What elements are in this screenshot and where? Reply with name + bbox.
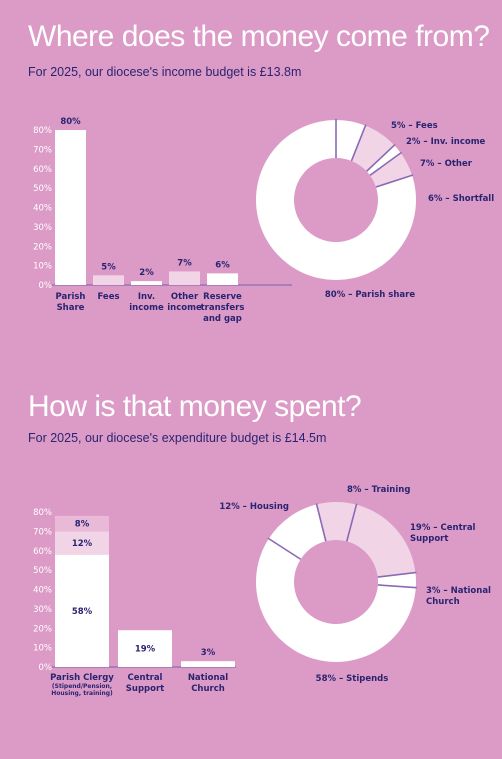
income-donut-slice-label: 5% – Fees	[391, 121, 438, 131]
income-ytick-label: 40%	[33, 204, 52, 214]
income-donut-divider	[366, 143, 396, 172]
income-donut-slice	[256, 120, 416, 280]
expenditure-donut-divider	[377, 584, 417, 589]
expenditure-ytick-label: 40%	[33, 586, 52, 596]
expenditure-title: How is that money spent?	[28, 390, 362, 423]
income-ytick-label: 20%	[33, 242, 52, 252]
income-title: Where does the money come from?	[28, 20, 490, 53]
expenditure-donut-divider	[267, 537, 302, 560]
income-ytick-label: 10%	[33, 262, 52, 272]
income-category-label: Fees	[97, 292, 119, 302]
expenditure-donut-slice	[256, 538, 416, 662]
income-category-label: Inv.	[138, 292, 155, 302]
expenditure-donut-slice-label: 8% – Training	[347, 485, 410, 495]
expenditure-donut-divider	[345, 503, 358, 542]
expenditure-bar-segment	[55, 554, 109, 667]
expenditure-bar-chart: 0% 10% 20% 30% 40% 50% 60% 70% 80% 58% 12% 8% Parish…	[33, 508, 236, 697]
income-subtitle: For 2025, our diocese's income budget is…	[28, 65, 302, 79]
income-bar	[55, 130, 86, 285]
expenditure-ytick-label: 50%	[33, 566, 52, 576]
income-donut-divider	[369, 151, 403, 176]
expenditure-category-note: Housing, training)	[51, 690, 113, 697]
income-bar-value-label: 5%	[101, 262, 116, 272]
income-ytick-label: 80%	[33, 126, 52, 136]
expenditure-donut-slice	[316, 502, 357, 542]
expenditure-category-label: National	[188, 673, 228, 683]
income-donut-slice	[336, 120, 366, 161]
income-ytick-label: 30%	[33, 223, 52, 233]
income-donut-slice	[366, 145, 401, 176]
income-bar-value-label: 80%	[60, 117, 81, 127]
income-donut-slice	[351, 125, 395, 172]
income-bar-chart: 0% 10% 20% 30% 40% 50% 60% 70% 80% 80% ParishShare…	[33, 117, 292, 324]
income-bar-value-label: 6%	[215, 260, 230, 270]
expenditure-category-note: (Stipend/Pension,	[52, 683, 112, 690]
income-category-label: Parish	[56, 292, 86, 302]
expenditure-bar-segment	[55, 531, 109, 555]
income-category-label: Reserve	[203, 292, 242, 302]
income-donut-divider	[375, 174, 414, 188]
income-donut-slice-label: 2% – Inv. income	[406, 137, 486, 147]
expenditure-category-label: Central	[128, 673, 163, 683]
expenditure-donut-divider	[315, 503, 327, 542]
expenditure-ytick-label: 0%	[39, 663, 53, 673]
income-donut-slice-label: 7% – Other	[420, 159, 473, 169]
income-category-label: and gap	[203, 314, 242, 324]
expenditure-donut-slice-label: 3% – National	[426, 586, 491, 596]
expenditure-ytick-label: 60%	[33, 547, 52, 557]
expenditure-category-label: Support	[126, 684, 164, 694]
expenditure-ytick-label: 30%	[33, 605, 52, 615]
income-donut-slice-label: 6% – Shortfall	[428, 194, 494, 204]
income-donut-slice-label: 80% – Parish share	[325, 290, 415, 300]
expenditure-bar-value-label: 8%	[75, 520, 90, 530]
expenditure-ytick-label: 80%	[33, 508, 52, 518]
income-bar	[131, 281, 162, 285]
expenditure-bar-segment	[118, 630, 172, 667]
expenditure-category-label: Church	[191, 684, 225, 694]
income-ytick-label: 70%	[33, 145, 52, 155]
expenditure-donut-divider	[377, 571, 417, 578]
income-ytick-label: 0%	[39, 281, 53, 291]
expenditure-bar-value-label: 19%	[135, 645, 156, 655]
expenditure-bar-segment	[55, 515, 109, 532]
expenditure-donut-slice-label: 58% – Stipends	[316, 674, 389, 684]
income-donut-divider	[350, 124, 367, 162]
expenditure-ytick-label: 20%	[33, 624, 52, 634]
expenditure-ytick-label: 70%	[33, 527, 52, 537]
income-bar-value-label: 2%	[139, 268, 154, 278]
expenditure-donut-slice-label: 12% – Housing	[220, 502, 289, 512]
income-bar-value-label: 7%	[177, 258, 192, 268]
expenditure-ytick-label: 10%	[33, 644, 52, 654]
income-bar	[169, 271, 200, 285]
expenditure-donut-slice	[346, 504, 416, 578]
expenditure-subtitle: For 2025, our diocese's expenditure budg…	[28, 431, 327, 445]
income-category-label: transfers	[201, 303, 245, 313]
expenditure-donut-slice	[268, 504, 326, 560]
income-ytick-label: 60%	[33, 165, 52, 175]
expenditure-donut-chart: 58% – Stipends 12% – Housing 8% – Training…	[220, 485, 491, 684]
income-category-label: Other	[171, 292, 199, 302]
income-category-label: income	[129, 303, 164, 313]
expenditure-donut-slice-label: 19% – Central	[410, 523, 476, 533]
expenditure-category-label: Parish Clergy	[50, 673, 114, 683]
expenditure-bar-segment	[181, 661, 235, 667]
expenditure-bar-value-label: 12%	[72, 539, 93, 549]
expenditure-donut-slice-label: Support	[410, 534, 448, 544]
expenditure-bar-value-label: 58%	[72, 607, 93, 617]
expenditure-bar-value-label: 3%	[201, 648, 216, 658]
income-category-label: income	[167, 303, 202, 313]
income-bar	[207, 273, 238, 285]
expenditure-donut-slice-label: Church	[426, 597, 460, 607]
income-category-label: Share	[57, 303, 85, 313]
income-donut-chart: 80% – Parish share 5% – Fees 2% – Inv. inc…	[256, 119, 494, 300]
income-ytick-label: 50%	[33, 184, 52, 194]
income-bar	[93, 275, 124, 285]
